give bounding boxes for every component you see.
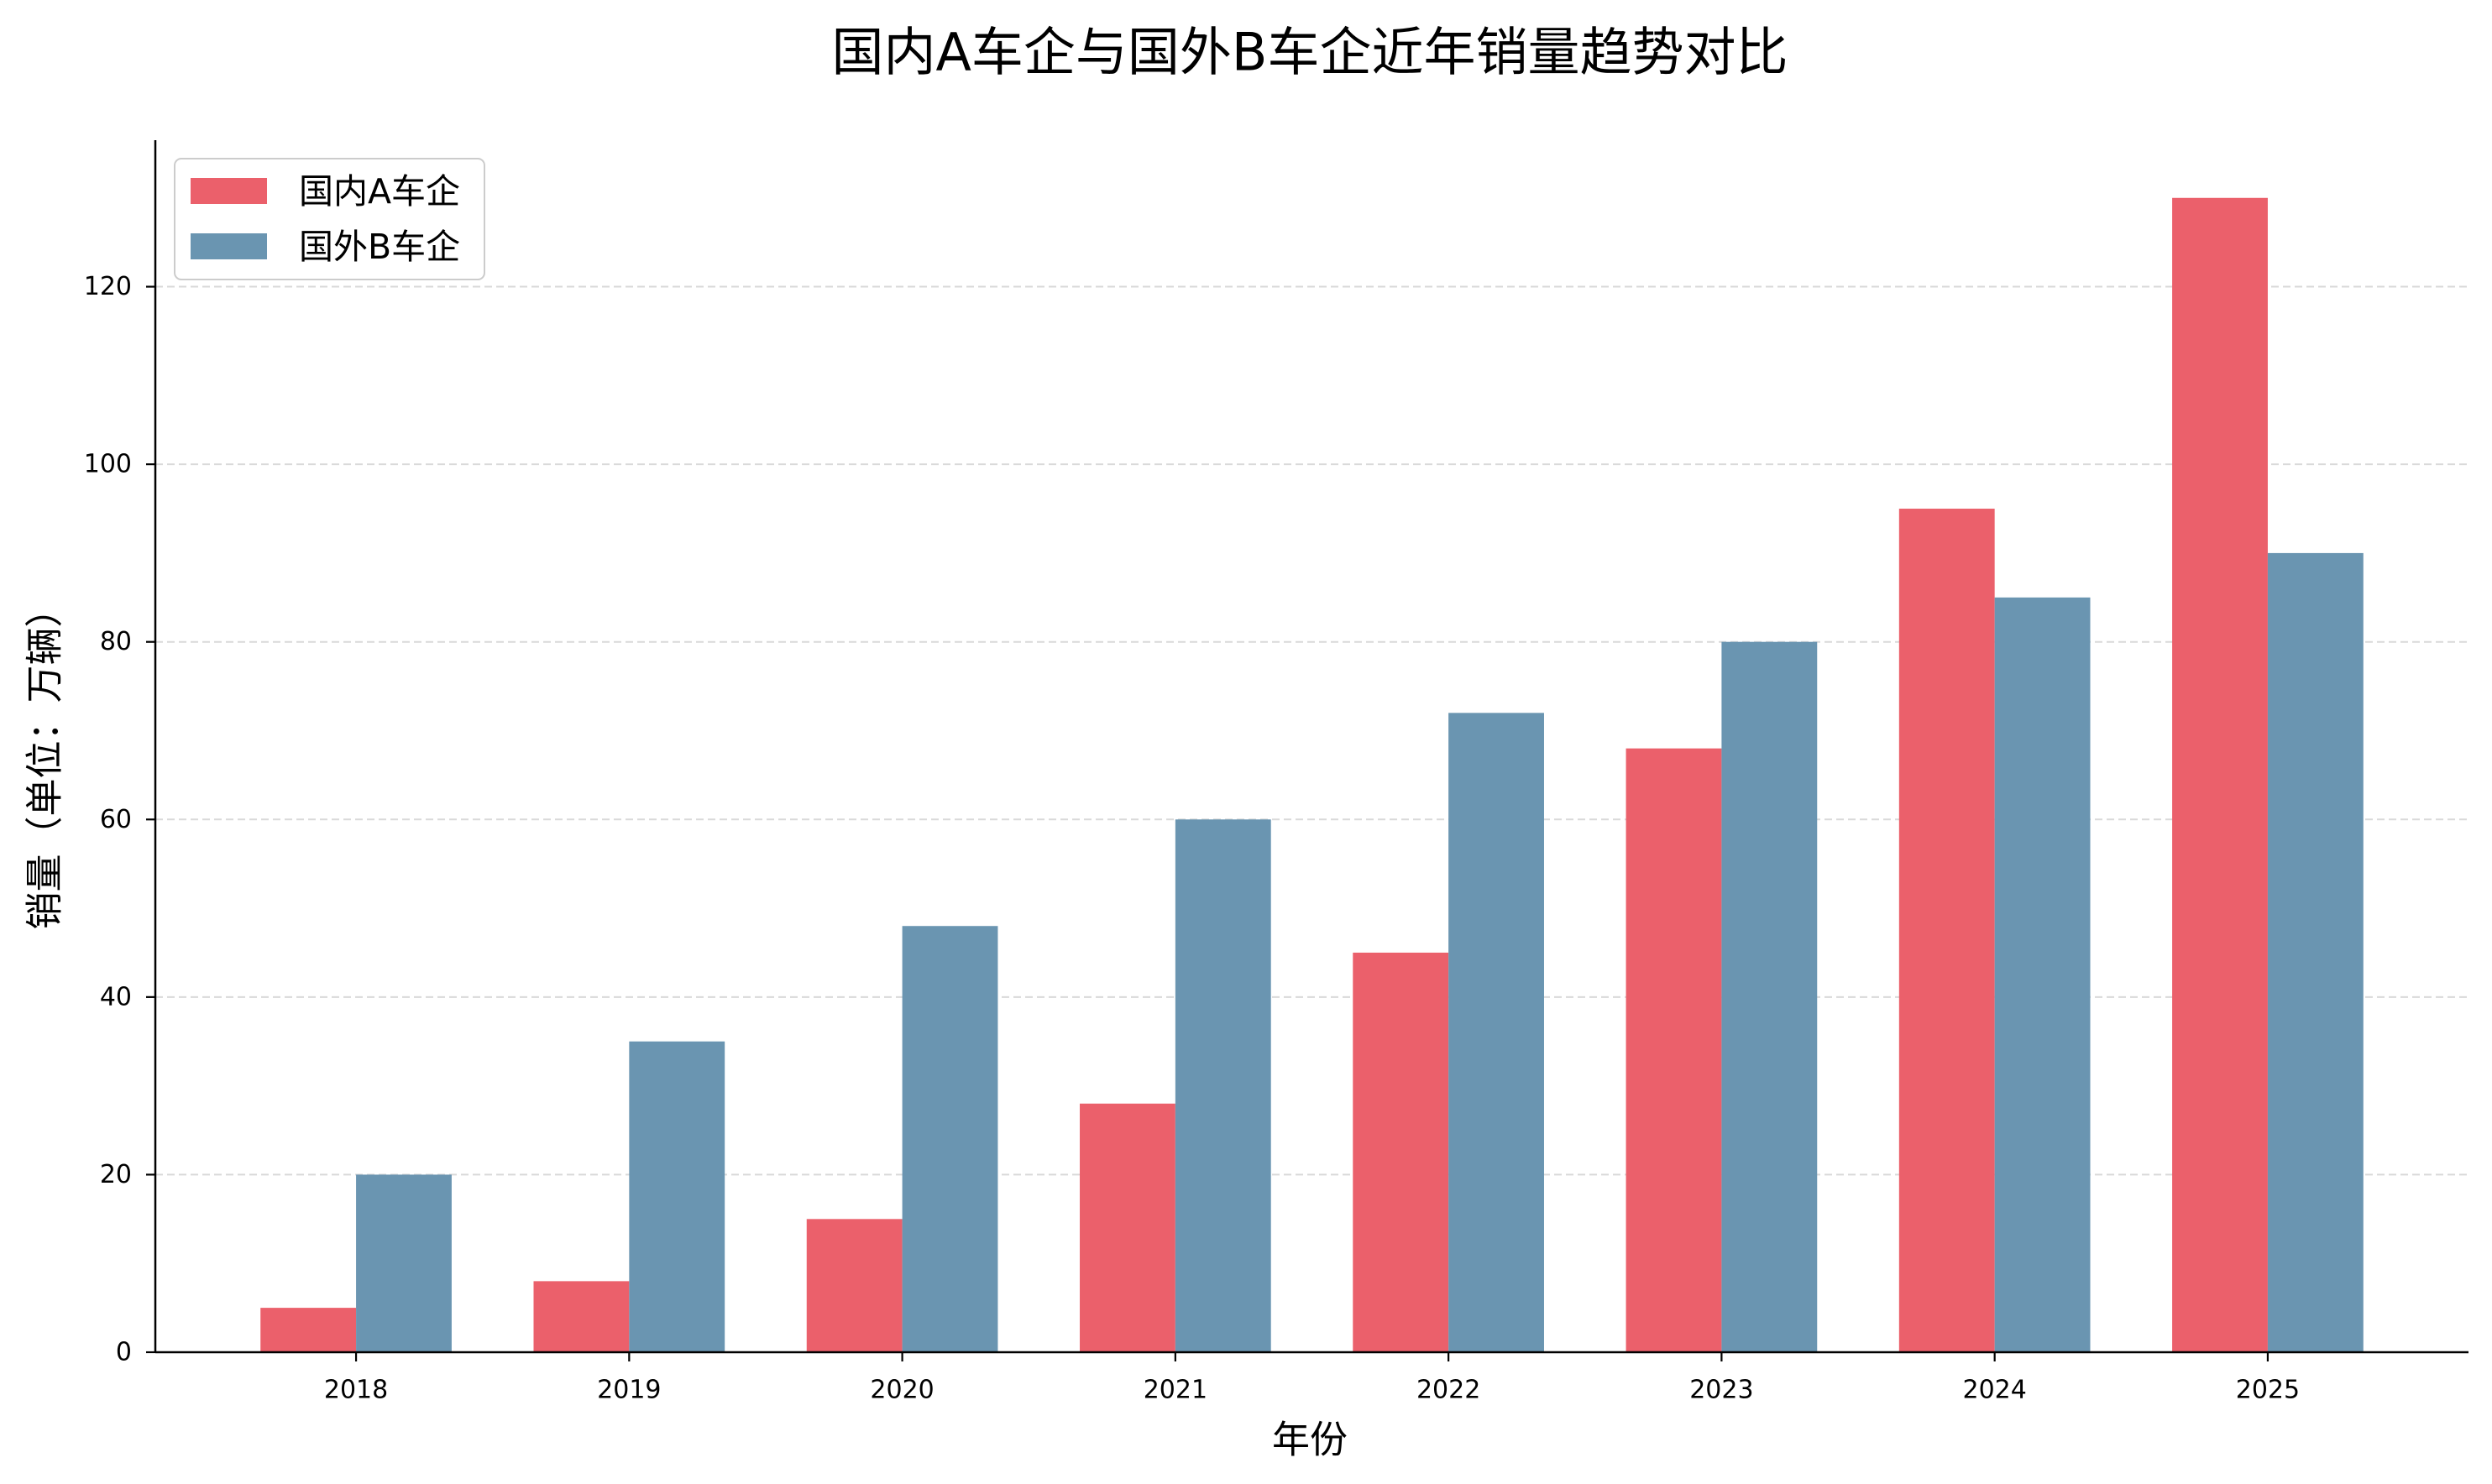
y-tick-label-20: 20 bbox=[100, 1160, 132, 1189]
bar-series1-2023 bbox=[1626, 748, 1722, 1352]
bars bbox=[260, 197, 2364, 1352]
bar-series1-2024 bbox=[1898, 509, 1995, 1352]
bar-series1-2025 bbox=[2172, 197, 2268, 1352]
x-tick-label-2022: 2022 bbox=[1416, 1376, 1480, 1405]
bar-series2-2018 bbox=[356, 1174, 452, 1352]
x-tick-label-2025: 2025 bbox=[2236, 1376, 2300, 1405]
bar-series2-2025 bbox=[2267, 552, 2364, 1352]
x-tick-label-2023: 2023 bbox=[1689, 1376, 1753, 1405]
legend-label-foreign-b: 国外B车企 bbox=[299, 227, 460, 267]
y-tick-label-80: 80 bbox=[100, 627, 132, 656]
x-axis-ticks: 2018 2019 2020 2021 2022 2023 2024 2025 bbox=[324, 1352, 2300, 1405]
y-tick-label-0: 0 bbox=[116, 1338, 132, 1367]
bar-series2-2023 bbox=[1721, 641, 1818, 1352]
bar-series2-2024 bbox=[1994, 597, 2091, 1352]
gridlines bbox=[155, 285, 2468, 1176]
y-axis-ticks: 0 20 40 60 80 100 120 bbox=[84, 272, 155, 1367]
y-tick-label-120: 120 bbox=[84, 272, 132, 301]
x-tick-label-2021: 2021 bbox=[1144, 1376, 1207, 1405]
bar-series1-2018 bbox=[260, 1308, 357, 1352]
x-tick-label-2020: 2020 bbox=[870, 1376, 934, 1405]
bar-series2-2019 bbox=[629, 1041, 725, 1352]
bar-series2-2022 bbox=[1448, 713, 1544, 1352]
y-tick-label-60: 60 bbox=[100, 805, 132, 834]
legend-swatch-foreign-b bbox=[191, 233, 267, 259]
bar-series1-2019 bbox=[533, 1281, 630, 1352]
legend-swatch-domestic-a bbox=[191, 178, 267, 204]
x-axis-label: 年份 bbox=[1272, 1418, 1348, 1462]
y-tick-label-100: 100 bbox=[84, 450, 132, 479]
y-axis-label: 销量（单位：万辆） bbox=[23, 589, 67, 929]
bar-series1-2020 bbox=[806, 1219, 903, 1352]
x-tick-label-2018: 2018 bbox=[324, 1376, 388, 1405]
legend: 国内A车企 国外B车企 bbox=[174, 158, 485, 280]
chart-title: 国内A车企与国外B车企近年销量趋势对比 bbox=[832, 22, 1788, 83]
legend-label-domestic-a: 国内A车企 bbox=[299, 171, 460, 212]
bar-series1-2021 bbox=[1080, 1103, 1175, 1352]
bar-series2-2020 bbox=[902, 926, 998, 1352]
x-tick-label-2024: 2024 bbox=[1962, 1376, 2026, 1405]
bar-series2-2021 bbox=[1175, 819, 1271, 1352]
y-tick-label-40: 40 bbox=[100, 982, 132, 1011]
bar-series1-2022 bbox=[1353, 952, 1449, 1352]
x-tick-label-2019: 2019 bbox=[597, 1376, 661, 1405]
